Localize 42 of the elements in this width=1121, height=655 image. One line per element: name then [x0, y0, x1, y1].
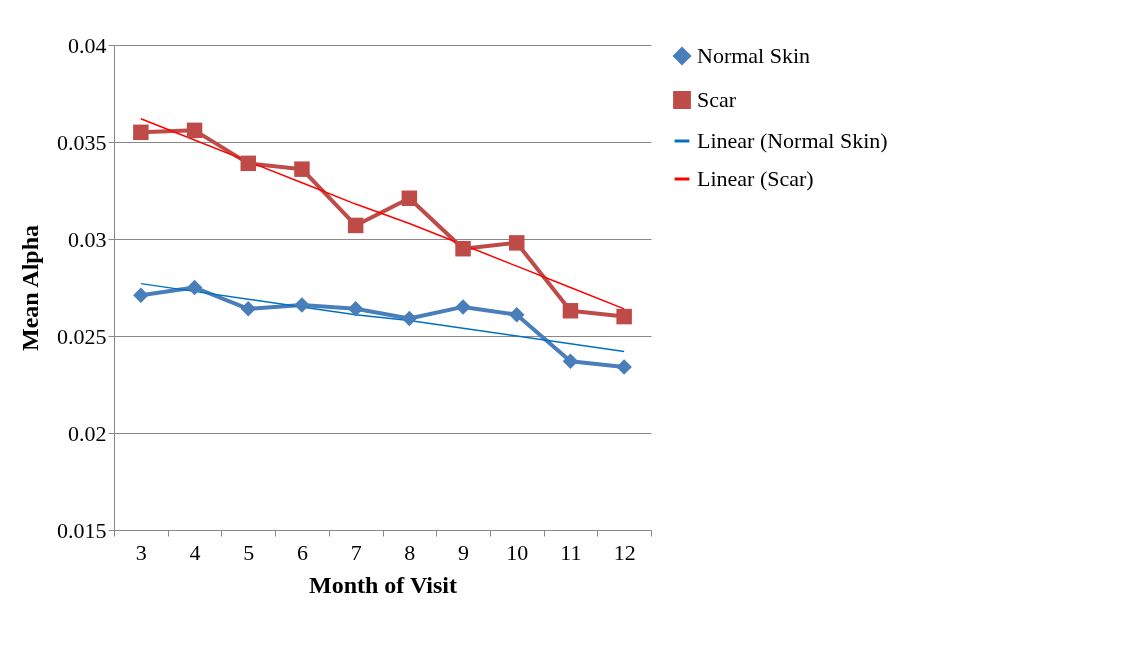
legend-label: Scar: [697, 87, 737, 112]
point: [133, 287, 149, 304]
y-tick-label: 0.035: [57, 129, 107, 155]
point: [455, 299, 471, 315]
point: [240, 155, 256, 172]
x-tick-label: 12: [613, 539, 636, 565]
point: [401, 190, 418, 207]
point: [509, 235, 525, 251]
y-tick-label: 0.025: [57, 323, 107, 349]
point: [616, 308, 632, 325]
x-tick-label: 6: [296, 539, 308, 565]
x-tick-label: 5: [243, 539, 255, 565]
point: [455, 240, 471, 257]
x-tick-label: 10: [506, 539, 529, 565]
x-tick-label: 9: [458, 539, 470, 565]
point: [347, 301, 364, 317]
legend-label: Normal Skin: [697, 43, 811, 68]
x-tick-label: 11: [560, 539, 582, 565]
x-tick-label: 8: [404, 539, 416, 565]
point: [294, 161, 310, 177]
point: [133, 124, 149, 141]
point: [347, 217, 364, 234]
point: [186, 279, 203, 296]
point: [401, 310, 418, 327]
point: [562, 353, 579, 369]
x-axis-title: Month of Visit: [308, 571, 458, 598]
point: [562, 303, 579, 319]
y-axis-title: Mean Alpha: [17, 224, 43, 352]
point: [616, 359, 632, 375]
y-tick-label: 0.02: [68, 420, 107, 446]
point: [294, 297, 310, 313]
y-tick-label: 0.015: [57, 517, 107, 543]
point: [509, 306, 525, 323]
point: [186, 122, 203, 139]
y-tick-label: 0.04: [68, 32, 107, 58]
x-tick-label: 7: [350, 539, 362, 565]
y-tick-label: 0.03: [68, 226, 107, 252]
legend-label: Linear (Normal Skin): [697, 128, 888, 153]
legend-label: Linear (Scar): [697, 166, 814, 191]
x-tick-label: 4: [189, 539, 201, 565]
x-tick-label: 3: [135, 539, 147, 565]
point: [240, 301, 256, 317]
